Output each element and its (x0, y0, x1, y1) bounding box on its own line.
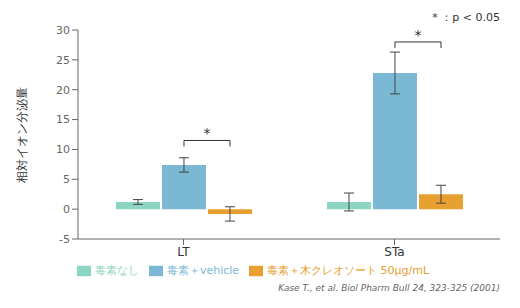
svg-text:STa: STa (384, 245, 404, 259)
svg-text:25: 25 (56, 54, 70, 67)
svg-text:10: 10 (56, 143, 70, 156)
svg-text:0: 0 (63, 203, 70, 216)
html-text:毒素なし: 毒素なし (94, 264, 139, 277)
svg-text:*: * (414, 27, 421, 43)
svg-text:LT: LT (177, 245, 190, 259)
html-text:* ：p < 0.05: * ：p < 0.05 (432, 11, 500, 24)
html-text:Kase T., et al. Biol Pharm Bul: Kase T., et al. Biol Pharm Bull 24, 323-… (278, 283, 500, 293)
html-text:毒素＋vehicle: 毒素＋vehicle (166, 264, 240, 277)
svg-text:30: 30 (56, 24, 70, 37)
svg-text:15: 15 (56, 113, 70, 126)
svg-text:5: 5 (63, 173, 70, 186)
html-text:毒素＋木クレオソート 50μg/mL: 毒素＋木クレオソート 50μg/mL (267, 264, 430, 277)
svg-text:20: 20 (56, 84, 70, 97)
svg-text:*: * (203, 125, 210, 141)
svg-text:-5: -5 (59, 233, 70, 246)
svg-text:相対イオン分泌量: 相対イオン分泌量 (15, 87, 29, 183)
